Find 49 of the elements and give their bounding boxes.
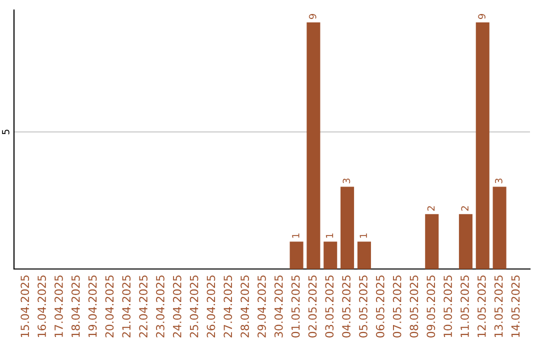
bar — [340, 186, 354, 269]
x-tick-label: 30.04.2025 — [274, 276, 283, 338]
bar — [458, 214, 472, 269]
data-label: 1 — [326, 234, 334, 238]
x-tick-label: 09.05.2025 — [426, 276, 436, 338]
data-label: 1 — [360, 234, 367, 238]
x-tick-label: 26.04.2025 — [206, 276, 216, 338]
x-tick-label: 08.05.2025 — [410, 276, 418, 338]
data-label: 9 — [478, 14, 486, 19]
x-tick-label: 18.04.2025 — [71, 276, 80, 337]
bar — [357, 242, 371, 269]
ref-line-label: 5 — [2, 130, 10, 134]
x-tick-label: 20.04.2025 — [105, 276, 114, 338]
x-tick-label: 19.04.2025 — [88, 276, 97, 337]
x-tick-label: 27.04.2025 — [224, 276, 232, 338]
x-tick-label: 15.04.2025 — [20, 276, 30, 337]
x-tick-label: 28.04.2025 — [240, 276, 249, 338]
data-label: 3 — [342, 178, 350, 184]
x-tick-label: 24.04.2025 — [172, 276, 182, 338]
x-tick-label: 22.04.2025 — [139, 276, 148, 338]
data-label: 9 — [308, 14, 316, 19]
data-label: 3 — [495, 178, 502, 184]
x-tick-label: 14.05.2025 — [511, 276, 520, 337]
x-tick-label: 13.05.2025 — [494, 276, 503, 337]
x-tick-label: 01.05.2025 — [291, 276, 300, 338]
bar — [306, 22, 320, 269]
bar — [476, 22, 490, 269]
x-tick-label: 11.05.2025 — [460, 276, 469, 337]
x-tick-label: 16.04.2025 — [38, 276, 46, 337]
x-tick-label: 04.05.2025 — [342, 276, 351, 338]
x-tick-label: 17.04.2025 — [54, 276, 63, 337]
x-tick-label: 23.04.2025 — [156, 276, 164, 338]
x-tick-label: 02.05.2025 — [308, 276, 317, 338]
x-tick-label: 25.04.2025 — [190, 276, 198, 338]
bar — [324, 242, 338, 269]
x-tick-label: 03.05.2025 — [325, 276, 334, 338]
bar — [290, 242, 304, 269]
data-label: 1 — [292, 234, 300, 238]
x-tick-label: 05.05.2025 — [359, 276, 368, 338]
x-tick-label: 21.04.2025 — [122, 276, 131, 338]
bar — [425, 214, 439, 269]
x-tick-label: 06.05.2025 — [376, 276, 384, 338]
data-label: 2 — [427, 206, 435, 211]
data-label: 2 — [461, 206, 468, 211]
bar — [492, 186, 506, 269]
x-tick-label: 29.04.2025 — [258, 276, 266, 338]
x-tick-label: 07.05.2025 — [392, 276, 402, 338]
x-tick-label: 10.05.2025 — [444, 276, 452, 337]
x-tick-label: 12.05.2025 — [477, 276, 486, 337]
